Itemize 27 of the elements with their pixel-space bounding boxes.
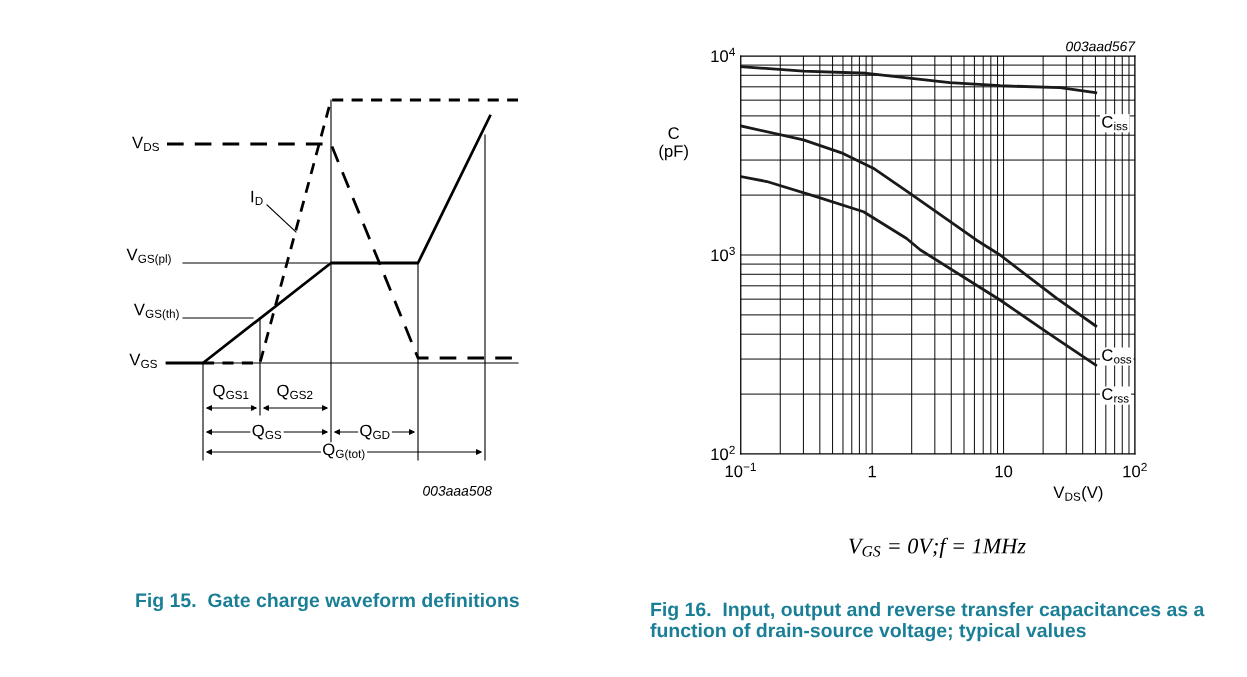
text: Q$_{GD}$ [360, 424, 390, 440]
series-label: C$_{rss}$ [1102, 388, 1129, 403]
text: V$_{GS}$ [129, 353, 157, 369]
x-tick-label: 10$^{−1}$ [725, 462, 756, 478]
series-label: C$_{iss}$ [1102, 115, 1128, 131]
text: I$_{D}$ [251, 190, 263, 205]
text: V$_{GS(pl)}$ [126, 248, 171, 266]
text: Q$_{GS}$ [252, 424, 282, 440]
y-tick-label: 10$^{3}$ [711, 246, 735, 262]
y-tick-label: 10$^{4}$ [711, 47, 736, 63]
series-label: C$_{oss}$ [1102, 349, 1132, 364]
text: Q$_{G(tot)}$ [323, 443, 365, 461]
y-tick-label: 10$^{2}$ [711, 445, 735, 461]
x-tick-label: 10$^{2}$ [1123, 462, 1147, 478]
x-axis-title: V$_{DS}$(V) [1053, 485, 1103, 502]
text: V$_{GS}$ = 0V;f = 1MHz [849, 537, 1026, 559]
text: Fig 15. Gate charge waveform definitions [136, 592, 519, 612]
text: Q$_{GS1}$ [213, 384, 249, 400]
y-axis-title: C (pF) [659, 127, 688, 161]
x-tick-label: 10 [995, 465, 1013, 478]
text: V$_{GS(th)}$ [133, 303, 179, 321]
x-tick-label: 1 [868, 465, 876, 478]
text: 003aaa508 [423, 485, 492, 496]
text: 003aad567 [1066, 41, 1136, 52]
text: V$_{DS}$ [132, 136, 159, 152]
text: Q$_{GS2}$ [277, 384, 313, 400]
text: Fig 16. Input, output and reverse transfer capacitances as a function of drain-source voltage; typical values [650, 602, 1205, 642]
